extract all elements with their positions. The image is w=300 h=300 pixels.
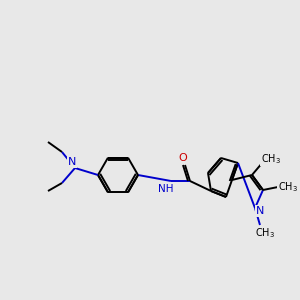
Text: N: N — [256, 206, 264, 216]
Text: NH: NH — [158, 184, 174, 194]
Text: CH$_3$: CH$_3$ — [278, 180, 298, 194]
Text: CH$_3$: CH$_3$ — [261, 152, 281, 166]
Text: O: O — [178, 153, 188, 163]
Text: N: N — [68, 157, 76, 167]
Text: CH$_3$: CH$_3$ — [255, 226, 275, 240]
